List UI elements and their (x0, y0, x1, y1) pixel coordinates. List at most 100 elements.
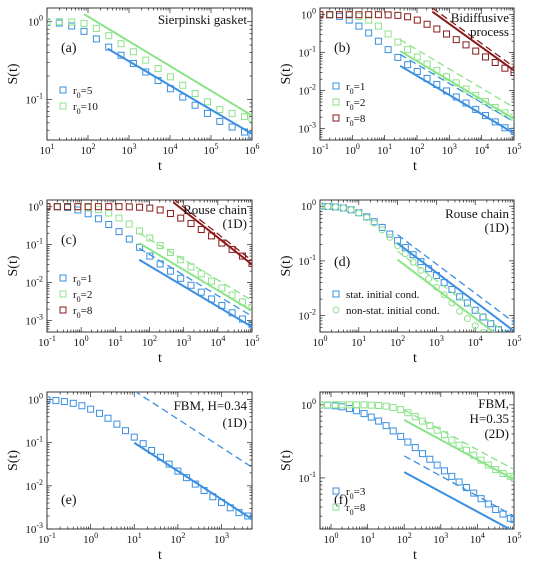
plot-frame (46, 391, 253, 530)
data-point (470, 489, 478, 497)
legend-label: stat. initial cond. (346, 289, 420, 301)
y-axis-label: S(t) (6, 63, 21, 84)
series-group (47, 392, 252, 520)
data-point (426, 455, 434, 463)
x-tick-label: 101 (40, 142, 55, 157)
legend-marker (59, 86, 67, 94)
legend-label: r0=8 (346, 113, 366, 128)
y-tick-label: 10-3 (298, 121, 316, 136)
data-point (69, 399, 77, 407)
data-point (166, 267, 174, 275)
panel-letter: (c) (61, 233, 77, 248)
legend-label: r0=8 (73, 305, 93, 320)
data-point (479, 313, 487, 321)
data-point (355, 22, 363, 30)
data-point (47, 396, 51, 404)
asymptote-line (138, 242, 252, 312)
asymptote-dashed-line (403, 455, 514, 517)
asymptote-dashed-line (399, 39, 514, 109)
asymptote-line (133, 441, 252, 520)
data-point (443, 30, 451, 38)
data-point (346, 405, 354, 413)
legend-marker (59, 306, 67, 314)
data-point (240, 113, 248, 121)
series-group (320, 202, 514, 332)
data-point (462, 41, 470, 49)
legend-marker (332, 306, 340, 314)
y-tick-label: 10-3 (25, 521, 43, 536)
series-group (47, 200, 252, 328)
x-tick-label: 10-1 (38, 334, 56, 349)
data-point (510, 68, 514, 76)
data-point (244, 512, 252, 520)
data-point (68, 22, 76, 30)
data-point (94, 215, 102, 223)
data-point (353, 407, 361, 415)
data-point (320, 202, 324, 210)
x-tick-label: 10-1 (38, 531, 56, 546)
data-point (404, 46, 412, 54)
data-point (502, 330, 510, 332)
data-point (53, 203, 61, 211)
data-point (417, 266, 425, 274)
panel-title: FBM, (478, 396, 509, 411)
asymptote-dashed-line (397, 250, 506, 332)
data-point (177, 214, 185, 222)
data-point (323, 401, 331, 409)
data-point (484, 500, 492, 508)
data-point (142, 56, 150, 64)
data-point (339, 204, 347, 212)
data-point (456, 307, 464, 315)
data-point (491, 59, 499, 67)
x-tick-label: 100 (324, 531, 339, 546)
data-point (365, 11, 373, 19)
data-point (154, 64, 162, 72)
data-point (345, 11, 353, 19)
data-point (338, 401, 346, 409)
x-tick-label: 104 (163, 142, 178, 157)
data-point (386, 230, 394, 238)
data-point (506, 514, 514, 522)
data-point (335, 11, 343, 19)
data-point (130, 433, 138, 441)
data-point (418, 450, 426, 458)
data-point (389, 427, 397, 435)
asymptote-dashed-line (403, 409, 514, 471)
panel-title: FBM, H=0.34 (174, 398, 248, 413)
data-point (166, 249, 174, 257)
data-point (499, 469, 507, 477)
data-point (84, 203, 92, 211)
data-point (411, 444, 419, 452)
data-point (80, 27, 88, 35)
data-point (80, 19, 88, 27)
data-point (413, 16, 421, 24)
data-point (471, 306, 479, 314)
legend-label: r0=10 (73, 101, 98, 116)
panel-title: process (470, 24, 509, 39)
x-tick-label: 103 (122, 142, 137, 157)
data-point (115, 228, 123, 236)
data-point (382, 402, 390, 410)
panel-title: (1D) (222, 216, 247, 231)
y-tick-label: 100 (28, 199, 43, 214)
y-axis-label: S(t) (279, 255, 294, 276)
data-point (156, 206, 164, 214)
x-tick-label: 102 (410, 142, 425, 157)
data-point (228, 123, 236, 131)
data-point (125, 220, 133, 228)
panel-title: Rouse chain (445, 206, 509, 221)
legend-marker (332, 487, 340, 495)
x-tick-label: 103 (429, 334, 444, 349)
data-point (47, 18, 51, 26)
x-tick-label: 103 (433, 531, 448, 546)
data-point (448, 472, 456, 480)
data-point (174, 467, 182, 475)
data-point (156, 241, 164, 249)
data-point (479, 328, 487, 332)
data-point (335, 12, 343, 20)
data-point (96, 409, 104, 417)
data-point (394, 38, 402, 46)
data-point (417, 258, 425, 266)
x-tick-label: 102 (397, 531, 412, 546)
panel-title: (1D) (484, 220, 509, 235)
